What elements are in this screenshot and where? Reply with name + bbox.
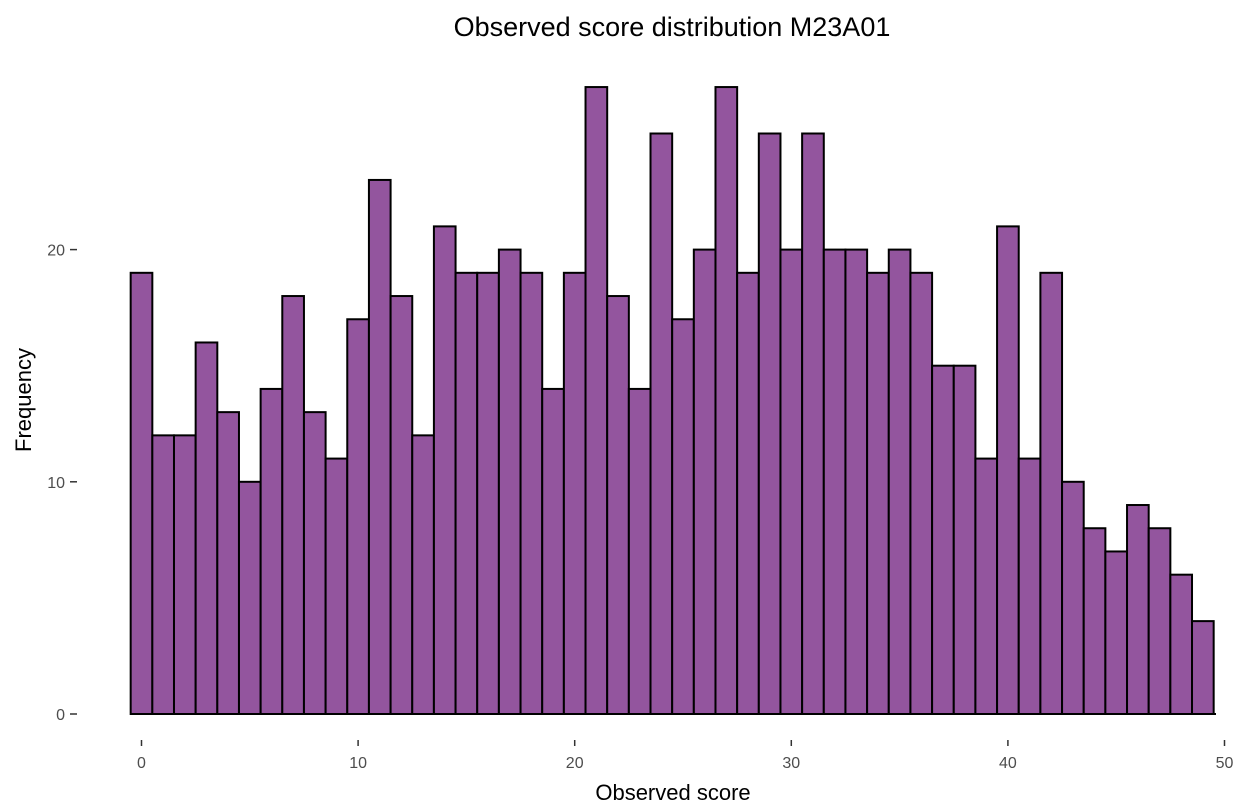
bar-score-15 [454,271,479,715]
bar-score-45 [1104,550,1129,716]
bar-score-2 [172,434,197,715]
bar-score-38 [952,364,977,715]
y-tick-label-10: 10 [47,475,65,492]
y-axis-label: Frequency [11,348,36,452]
bar-score-4 [216,411,240,715]
bar-score-20 [562,271,587,715]
bar-score-26 [692,248,717,715]
bar-score-35 [887,248,912,715]
bar-score-30 [779,248,804,715]
bar-score-24 [649,132,674,715]
bar-score-34 [866,271,890,715]
bar-score-23 [627,387,652,715]
bar-score-22 [606,295,630,715]
bar-score-32 [822,248,847,715]
bar-score-46 [1126,504,1150,715]
bar-score-12 [389,295,414,715]
y-tick-label-0: 0 [56,707,65,724]
x-axis: 0 10 20 30 40 50 [137,740,1234,772]
bar-score-17 [497,248,522,715]
bar-score-33 [844,248,869,715]
bar-score-41 [1017,457,1042,715]
x-tick-label-40: 40 [999,755,1017,772]
bar-score-29 [757,132,782,715]
bar-score-18 [519,271,544,715]
x-tick-label-30: 30 [782,755,800,772]
chart-title: Observed score distribution M23A01 [454,12,891,42]
bar-score-21 [584,86,609,715]
bar-score-37 [931,364,955,715]
bar-score-28 [736,271,760,715]
bar-score-11 [367,178,392,715]
bar-score-42 [1039,271,1064,715]
bar-score-31 [801,132,825,715]
y-tick-label-20: 20 [47,243,65,260]
bar-score-7 [281,295,305,715]
bar-score-39 [974,457,999,715]
bar-score-13 [411,434,435,715]
bar-score-48 [1169,573,1194,715]
bar-score-1 [151,434,175,715]
bar-score-16 [476,271,500,715]
bar-score-9 [324,457,349,715]
bar-score-43 [1061,480,1085,715]
bar-score-36 [909,271,934,715]
bar-score-3 [194,341,219,715]
bars-group [129,86,1215,716]
x-tick-label-10: 10 [349,755,367,772]
x-tick-label-50: 50 [1216,755,1234,772]
bar-score-25 [671,318,695,715]
bar-score-40 [996,225,1020,715]
x-tick-label-0: 0 [137,755,146,772]
bar-score-44 [1082,527,1107,715]
bar-score-10 [346,318,370,715]
bar-score-5 [237,480,262,715]
bar-score-47 [1147,527,1172,715]
bar-score-27 [714,86,739,715]
x-tick-label-20: 20 [566,755,584,772]
bar-score-14 [432,225,457,715]
bar-score-8 [302,411,327,715]
bar-score-0 [129,271,154,715]
bar-score-49 [1191,620,1215,715]
bar-score-6 [259,387,284,715]
x-axis-label: Observed score [595,780,750,803]
bar-score-19 [541,387,565,715]
y-axis: 0 10 20 [47,243,77,724]
